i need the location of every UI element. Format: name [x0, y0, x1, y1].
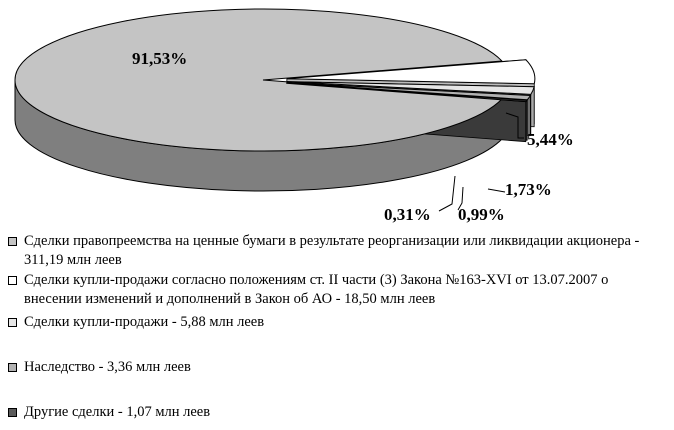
slice-label-1-73: 1,73%: [505, 180, 552, 199]
pie-slice-3: [286, 82, 532, 101]
legend-item-inheritance: Наследство - 3,36 млн леев: [8, 358, 668, 377]
legend-item-sale: Сделки купли-продажи - 5,88 млн леев: [8, 313, 668, 332]
leader-lines: [438, 112, 524, 212]
legend-item-reorganization: Сделки правопреемства на ценные бумаги в…: [8, 232, 668, 270]
slice-label-0-99: 0,99%: [458, 205, 505, 224]
pie-slice-2: [286, 81, 535, 95]
slice-label-0-31: 0,31%: [384, 205, 431, 224]
slice-label-91-53: 91,53%: [132, 49, 187, 68]
legend-swatch: [8, 408, 17, 417]
pie-slice-4: [286, 82, 529, 103]
pie-slice-1: [286, 59, 536, 85]
legend-swatch: [8, 318, 17, 327]
leader-line-0-31: [438, 175, 456, 212]
legend-text: Другие сделки - 1,07 млн леев: [24, 404, 211, 420]
legend-swatch: [8, 276, 17, 285]
leader-line-0-99: [457, 186, 464, 211]
chart-legend: Сделки правопреемства на ценные бумаги в…: [8, 232, 668, 422]
legend-text: Сделки купли-продажи согласно положениям…: [24, 272, 609, 307]
legend-text: Наследство - 3,36 млн леев: [24, 359, 191, 375]
legend-swatch: [8, 363, 17, 372]
pie-slice-0: [14, 8, 504, 152]
leader-line-1-73: [487, 188, 506, 193]
pie-chart: 91,53% 5,44% 1,73% 0,99% 0,31%: [14, 8, 574, 224]
slice-label-5-44: 5,44%: [527, 130, 574, 149]
legend-text: Сделки купли-продажи - 5,88 млн леев: [24, 314, 265, 330]
legend-item-other: Другие сделки - 1,07 млн леев: [8, 403, 668, 422]
pie-top-faces: [14, 8, 536, 152]
leader-line-5-44: [505, 112, 524, 139]
legend-item-law-163: Сделки купли-продажи согласно положениям…: [8, 271, 668, 309]
legend-swatch: [8, 237, 17, 246]
legend-text: Сделки правопреемства на ценные бумаги в…: [24, 233, 640, 268]
